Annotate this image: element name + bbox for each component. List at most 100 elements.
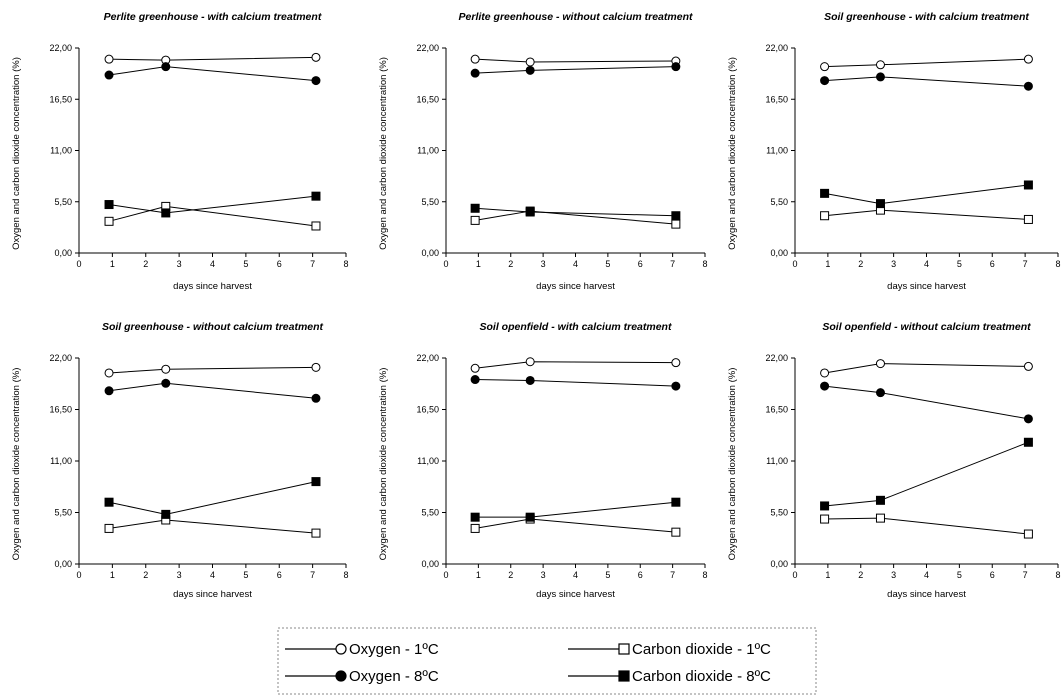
legend-label-co2-1c: Carbon dioxide - 1ºC [632,641,771,658]
data-point-oxygen-8c [672,382,680,390]
x-tick-label: 4 [573,259,578,269]
x-tick-label: 6 [638,259,643,269]
data-point-oxygen-8c [471,376,479,384]
x-tick-label: 8 [702,570,707,580]
chart-panel-4: Soil greenhouse - without calcium treatm… [11,321,349,600]
chart-panel-2: Perlite greenhouse - without calcium tre… [378,11,708,292]
data-point-co2-8c [162,510,170,518]
data-point-co2-1c [821,212,829,220]
x-axis-label: days since harvest [536,281,615,292]
x-tick-label: 1 [825,259,830,269]
x-tick-label: 0 [76,570,81,580]
legend-label-oxygen-8c: Oxygen - 8ºC [349,668,439,685]
y-tick-label: 22,00 [49,43,72,53]
x-tick-label: 6 [277,570,282,580]
x-tick-label: 8 [343,570,348,580]
x-tick-label: 2 [143,570,148,580]
data-point-co2-1c [105,524,113,532]
y-tick-label: 16,50 [765,405,788,415]
data-point-oxygen-8c [876,389,884,397]
data-point-co2-1c [471,524,479,532]
y-tick-label: 5,50 [770,508,788,518]
data-point-co2-8c [1024,181,1032,189]
data-point-co2-8c [672,212,680,220]
y-tick-label: 5,50 [770,197,788,207]
x-tick-label: 0 [443,570,448,580]
y-axis-label: Oxygen and carbon dioxide concentration … [11,57,22,250]
x-tick-label: 0 [443,259,448,269]
data-point-oxygen-8c [821,77,829,85]
data-point-co2-1c [672,528,680,536]
legend-marker-oxygen-1c [336,644,346,654]
x-tick-label: 2 [508,570,513,580]
y-tick-label: 0,00 [54,559,72,569]
series-line-oxygen-1c [109,367,316,373]
series-line-oxygen-8c [825,386,1029,419]
x-tick-label: 0 [76,259,81,269]
x-tick-label: 3 [541,259,546,269]
y-axis-label: Oxygen and carbon dioxide concentration … [378,57,389,250]
data-point-co2-8c [672,498,680,506]
y-tick-label: 16,50 [49,405,72,415]
y-tick-label: 0,00 [421,559,439,569]
data-point-co2-1c [1024,530,1032,538]
y-axis-label: Oxygen and carbon dioxide concentration … [378,368,389,561]
data-point-oxygen-1c [876,61,884,69]
data-point-co2-8c [471,204,479,212]
series-line-oxygen-8c [475,380,676,387]
y-tick-label: 11,00 [766,146,788,156]
data-point-oxygen-1c [526,58,534,66]
data-point-oxygen-1c [105,55,113,63]
series-line-co2-8c [475,208,676,215]
x-tick-label: 6 [990,570,995,580]
data-point-oxygen-8c [105,71,113,79]
data-point-oxygen-8c [312,394,320,402]
y-tick-label: 16,50 [765,94,788,104]
x-tick-label: 8 [1055,259,1060,269]
x-axis-label: days since harvest [173,589,252,600]
series-line-oxygen-1c [475,362,676,369]
x-tick-label: 2 [143,259,148,269]
x-tick-label: 3 [891,259,896,269]
data-point-co2-1c [312,529,320,537]
y-tick-label: 16,50 [49,94,72,104]
y-tick-label: 11,00 [50,456,72,466]
chart-panel-5: Soil openfield - with calcium treatment 0… [378,321,708,600]
x-tick-label: 5 [243,259,248,269]
data-point-oxygen-8c [471,69,479,77]
y-tick-label: 22,00 [765,43,788,53]
data-point-co2-8c [312,192,320,200]
y-tick-label: 5,50 [54,197,72,207]
data-point-oxygen-8c [105,387,113,395]
series-line-oxygen-8c [109,383,316,398]
legend-marker-oxygen-8c [336,671,346,681]
chart-title: Soil greenhouse - with calcium treatment [824,11,1029,23]
x-tick-label: 1 [476,570,481,580]
data-point-co2-1c [821,515,829,523]
x-tick-label: 6 [638,570,643,580]
series-line-oxygen-8c [475,67,676,74]
chart-panel-1: Perlite greenhouse - with calcium treatm… [11,11,349,292]
data-point-oxygen-8c [162,379,170,387]
x-tick-label: 3 [541,570,546,580]
y-tick-label: 5,50 [54,508,72,518]
x-tick-label: 7 [310,259,315,269]
data-point-oxygen-1c [672,359,680,367]
data-point-co2-1c [1024,215,1032,223]
y-tick-label: 22,00 [416,43,439,53]
data-point-co2-8c [471,513,479,521]
x-tick-label: 2 [858,570,863,580]
legend-label-oxygen-1c: Oxygen - 1ºC [349,641,439,658]
data-point-oxygen-1c [312,53,320,61]
series-line-co2-8c [825,442,1029,506]
data-point-oxygen-8c [1024,415,1032,423]
data-point-oxygen-1c [471,55,479,63]
data-point-oxygen-8c [672,63,680,71]
data-point-co2-8c [876,200,884,208]
y-tick-label: 0,00 [54,248,72,258]
data-point-co2-8c [105,498,113,506]
series-line-co2-8c [475,502,676,517]
x-axis-label: days since harvest [536,589,615,600]
data-point-co2-8c [105,201,113,209]
y-tick-label: 0,00 [770,248,788,258]
